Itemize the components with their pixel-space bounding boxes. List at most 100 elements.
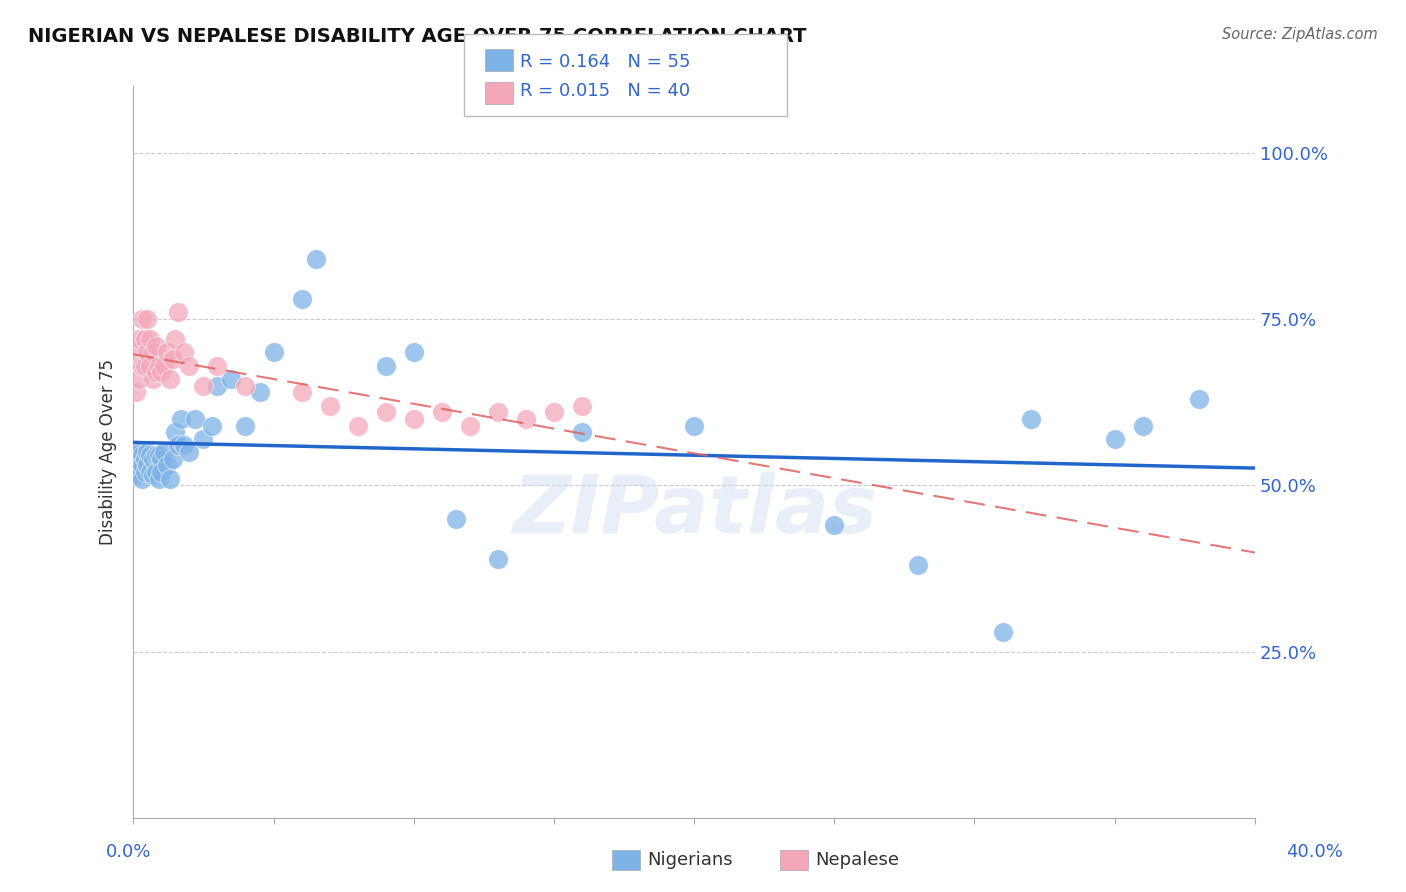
Point — [125, 468, 148, 483]
Point — [402, 412, 425, 426]
Point — [173, 345, 195, 359]
Point — [142, 345, 165, 359]
Point — [153, 359, 176, 373]
Point — [1132, 418, 1154, 433]
Point — [167, 305, 190, 319]
Point — [571, 425, 593, 440]
Point — [683, 418, 706, 433]
Point — [290, 385, 312, 400]
Point — [145, 465, 167, 479]
Point — [173, 438, 195, 452]
Point — [159, 472, 181, 486]
Point — [444, 511, 467, 525]
Point — [131, 449, 153, 463]
Point — [139, 449, 162, 463]
Point — [991, 624, 1014, 639]
Point — [159, 372, 181, 386]
Point — [131, 472, 153, 486]
Point — [304, 252, 326, 267]
Text: NIGERIAN VS NEPALESE DISABILITY AGE OVER 75 CORRELATION CHART: NIGERIAN VS NEPALESE DISABILITY AGE OVER… — [28, 27, 807, 45]
Point — [170, 412, 193, 426]
Point — [136, 458, 159, 473]
Point — [128, 372, 150, 386]
Point — [201, 418, 224, 433]
Point — [263, 345, 285, 359]
Point — [458, 418, 481, 433]
Point — [543, 405, 565, 419]
Text: 0.0%: 0.0% — [105, 843, 150, 861]
Point — [1188, 392, 1211, 406]
Point — [142, 468, 165, 483]
Point — [139, 332, 162, 346]
Point — [145, 339, 167, 353]
Point — [156, 345, 179, 359]
Point — [571, 399, 593, 413]
Point — [139, 465, 162, 479]
Point — [125, 458, 148, 473]
Text: ZIPatlas: ZIPatlas — [512, 472, 876, 549]
Text: R = 0.164   N = 55: R = 0.164 N = 55 — [520, 53, 690, 70]
Point — [318, 399, 340, 413]
Point — [179, 445, 201, 459]
Point — [125, 449, 148, 463]
Point — [125, 385, 148, 400]
Point — [134, 465, 156, 479]
Point — [156, 458, 179, 473]
Point — [153, 445, 176, 459]
Text: 40.0%: 40.0% — [1286, 843, 1343, 861]
Point — [249, 385, 271, 400]
Point — [131, 312, 153, 326]
Point — [374, 405, 396, 419]
Point — [1104, 432, 1126, 446]
Point — [134, 359, 156, 373]
Point — [128, 445, 150, 459]
Point — [486, 551, 509, 566]
Point — [207, 359, 229, 373]
Point — [150, 365, 173, 379]
Point — [142, 451, 165, 466]
Point — [150, 451, 173, 466]
Point — [136, 312, 159, 326]
Point — [134, 332, 156, 346]
Point — [148, 472, 170, 486]
Point — [148, 359, 170, 373]
Point — [907, 558, 929, 573]
Point — [193, 378, 215, 392]
Point — [235, 378, 257, 392]
Point — [128, 455, 150, 469]
Point — [165, 425, 187, 440]
Point — [162, 352, 184, 367]
Point — [139, 359, 162, 373]
Text: Nigerians: Nigerians — [647, 851, 733, 869]
Point — [148, 449, 170, 463]
Point — [150, 465, 173, 479]
Point — [235, 418, 257, 433]
Point — [346, 418, 368, 433]
Point — [131, 359, 153, 373]
Point — [142, 372, 165, 386]
Point — [430, 405, 453, 419]
Point — [207, 378, 229, 392]
Point — [193, 432, 215, 446]
Point — [134, 451, 156, 466]
Point — [128, 465, 150, 479]
Point — [184, 412, 207, 426]
Point — [167, 438, 190, 452]
Point — [290, 292, 312, 306]
Text: Nepalese: Nepalese — [815, 851, 900, 869]
Point — [515, 412, 537, 426]
Point — [179, 359, 201, 373]
Point — [136, 445, 159, 459]
Point — [136, 345, 159, 359]
Point — [486, 405, 509, 419]
Point — [221, 372, 243, 386]
Point — [162, 451, 184, 466]
Point — [165, 332, 187, 346]
Y-axis label: Disability Age Over 75: Disability Age Over 75 — [100, 359, 117, 545]
Point — [145, 365, 167, 379]
Point — [145, 449, 167, 463]
Point — [131, 458, 153, 473]
Text: R = 0.015   N = 40: R = 0.015 N = 40 — [520, 82, 690, 100]
Text: Source: ZipAtlas.com: Source: ZipAtlas.com — [1222, 27, 1378, 42]
Point — [128, 332, 150, 346]
